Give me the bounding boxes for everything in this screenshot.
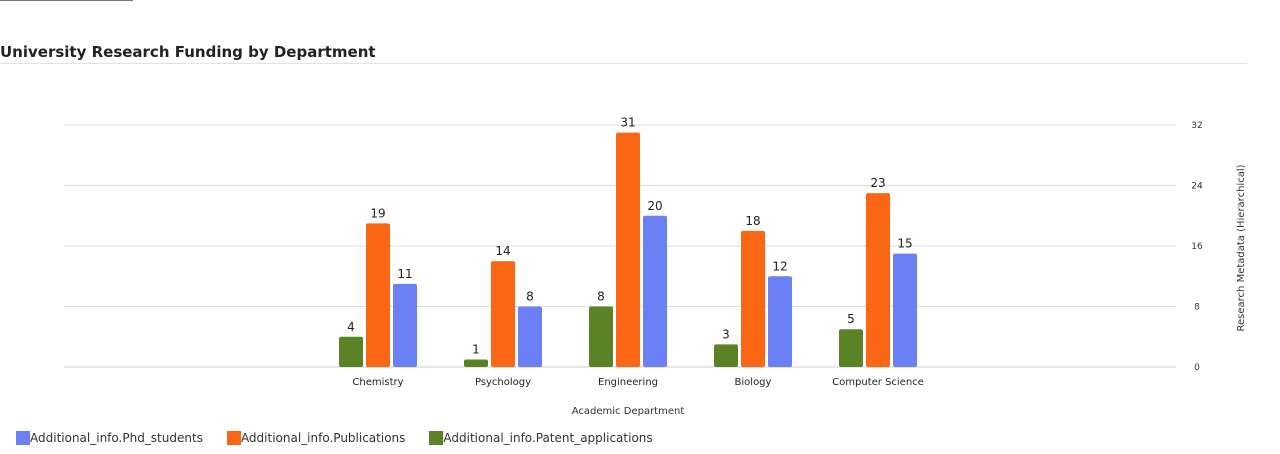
- y-tick-label: 32: [1191, 121, 1202, 131]
- legend-label: Additional_info.Patent_applications: [443, 431, 653, 445]
- bar[interactable]: [866, 193, 890, 367]
- data-label: 3: [722, 327, 730, 341]
- x-tick-label: Psychology: [475, 377, 531, 388]
- bar[interactable]: [464, 359, 488, 367]
- y-tick-label: 24: [1191, 182, 1203, 192]
- x-axis-label: Academic Department: [572, 406, 685, 417]
- bar[interactable]: [643, 215, 667, 367]
- legend-swatch: [16, 431, 30, 445]
- legend-swatch: [429, 431, 444, 445]
- bars: [339, 132, 917, 368]
- x-tick-label: Engineering: [598, 377, 658, 388]
- bar[interactable]: [393, 283, 417, 367]
- bar[interactable]: [768, 276, 792, 367]
- data-label: 31: [620, 116, 635, 130]
- legend-item[interactable]: Additional_info.Phd_students: [16, 431, 203, 445]
- bar[interactable]: [616, 132, 640, 367]
- data-label: 11: [397, 267, 412, 281]
- chart-title: University Research Funding by Departmen…: [0, 43, 376, 61]
- data-label: 8: [526, 290, 534, 304]
- data-label: 4: [347, 320, 355, 334]
- y-tick-label: 8: [1194, 303, 1200, 313]
- legend-label: Additional_info.Phd_students: [30, 431, 203, 445]
- top-divider: [0, 0, 133, 1]
- bar[interactable]: [491, 261, 515, 367]
- data-label: 8: [597, 290, 605, 304]
- y-tick-label: 16: [1191, 242, 1203, 252]
- data-label: 15: [897, 237, 912, 251]
- y-axis-label: Research Metadata (Hierarchical): [1236, 164, 1247, 331]
- x-tick-label: Chemistry: [352, 377, 403, 388]
- data-label: 14: [495, 244, 510, 258]
- legend: Additional_info.Phd_students Additional_i…: [16, 431, 677, 445]
- x-axis-ticks: Chemistry Psychology Engineering Biology Com…: [352, 377, 923, 388]
- x-tick-label: Computer Science: [832, 377, 924, 388]
- data-label: 23: [870, 176, 885, 190]
- bar[interactable]: [714, 344, 738, 367]
- bar[interactable]: [339, 336, 363, 367]
- y-axis-ticks: 0 8 16 24 32: [1191, 121, 1203, 373]
- data-label: 20: [647, 199, 662, 213]
- data-label: 12: [772, 259, 787, 273]
- data-label: 5: [847, 312, 855, 326]
- y-tick-label: 0: [1194, 363, 1200, 373]
- bar[interactable]: [893, 253, 917, 367]
- data-label: 1: [472, 342, 480, 356]
- data-label: 18: [745, 214, 760, 228]
- legend-label: Additional_info.Publications: [240, 431, 406, 445]
- legend-swatch: [226, 431, 241, 445]
- bar[interactable]: [839, 329, 863, 367]
- bar[interactable]: [366, 223, 390, 367]
- title-divider: [0, 63, 1247, 64]
- bar[interactable]: [741, 230, 765, 367]
- data-label: 19: [370, 206, 385, 220]
- legend-item[interactable]: Additional_info.Publications: [226, 431, 406, 445]
- bar[interactable]: [589, 306, 613, 368]
- bar[interactable]: [518, 306, 542, 368]
- legend-item[interactable]: Additional_info.Patent_applications: [429, 431, 653, 445]
- x-tick-label: Biology: [735, 377, 772, 388]
